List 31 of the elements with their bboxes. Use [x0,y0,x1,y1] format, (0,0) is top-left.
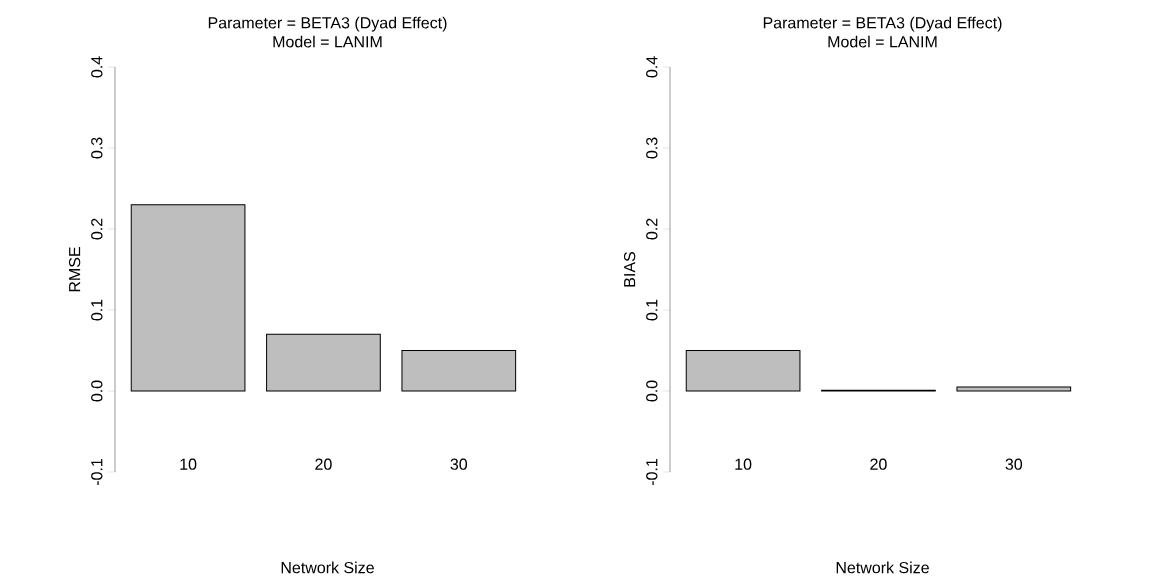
x-tick-label: 30 [450,458,468,470]
bar [956,386,1072,392]
chart-title: Parameter = BETA3 (Dyad Effect) [208,16,447,32]
chart-title: Parameter = BETA3 (Dyad Effect) [763,16,1002,32]
y-tick-label: 0.0 [91,380,103,402]
y-tick-label: 0.3 [91,137,103,159]
y-tick-label: 0.0 [646,380,658,402]
y-tick-label: -0.1 [646,459,658,486]
x-tick-label: 20 [315,458,332,470]
x-axis-title: Network Size [836,561,929,574]
x-tick-label: 10 [735,458,752,470]
bar [401,350,517,392]
x-tick-label: 30 [1005,458,1023,470]
x-tick-label: 10 [180,458,197,470]
chart-subtitle: Model = LANIM [273,35,382,48]
y-tick-label: 0.4 [646,56,658,78]
x-axis-title: Network Size [281,561,374,574]
y-tick-label: 0.1 [646,299,658,321]
y-tick-label: -0.1 [91,459,103,486]
chart-subtitle: Model = LANIM [828,35,937,48]
bar [266,333,381,392]
y-axis-title: RMSE [68,247,81,292]
bar [130,204,246,392]
bar [685,350,801,392]
x-tick-label: 20 [870,458,887,470]
y-tick-label: 0.3 [646,137,658,159]
y-tick-label: 0.2 [91,218,103,240]
y-axis-title: BIAS [623,251,636,287]
y-tick-label: 0.1 [91,299,103,321]
y-tick-label: 0.2 [646,218,658,240]
y-tick-label: 0.4 [91,56,103,78]
